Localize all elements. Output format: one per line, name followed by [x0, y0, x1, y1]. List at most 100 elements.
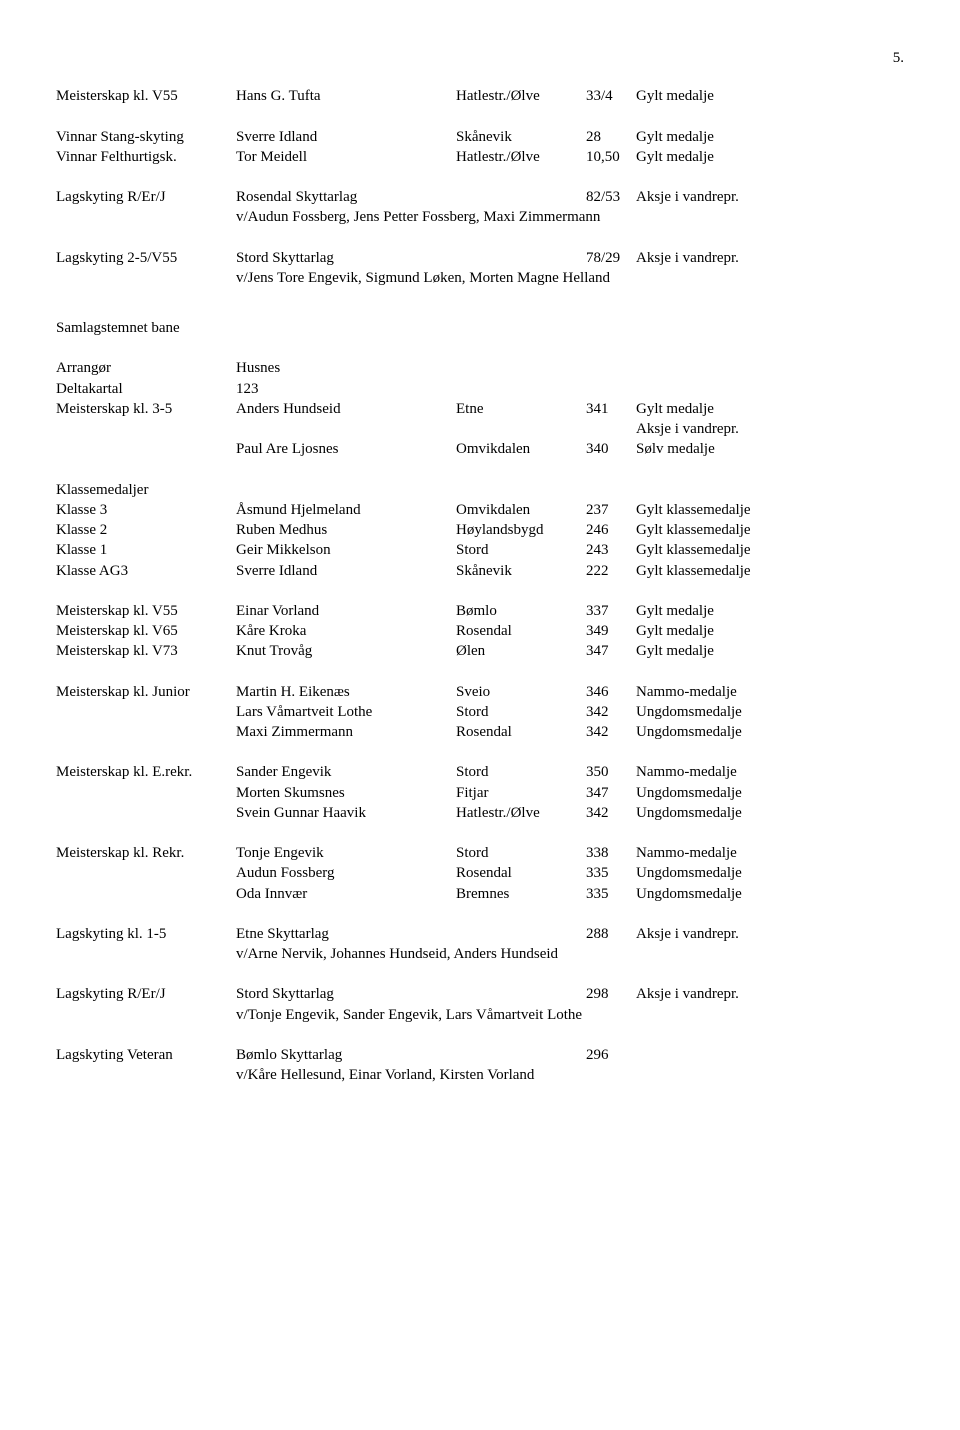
row-label: Vinnar Stang-skyting — [56, 127, 236, 147]
team-members: v/Audun Fossberg, Jens Petter Fossberg, … — [56, 207, 904, 227]
row-score: 298 — [586, 984, 636, 1004]
row-name: Tor Meidell — [236, 147, 456, 167]
row-score: 340 — [586, 439, 636, 459]
row-loc — [456, 924, 586, 944]
row-loc: Stord — [456, 702, 586, 722]
row-loc: Hatlestr./Ølve — [456, 147, 586, 167]
result-row: Maxi ZimmermannRosendal342Ungdomsmedalje — [56, 722, 904, 742]
row-loc: Rosendal — [456, 722, 586, 742]
deltakartal-row: Deltakartal 123 — [56, 379, 904, 399]
team-members: v/Jens Tore Engevik, Sigmund Løken, Mort… — [56, 268, 904, 288]
result-row: Meisterskap kl. Rekr.Tonje EngevikStord3… — [56, 843, 904, 863]
team-row: Lagskyting R/Er/J Stord Skyttarlag 298 A… — [56, 984, 904, 1004]
row-award: Gylt medalje — [636, 621, 904, 641]
row-label: Lagskyting R/Er/J — [56, 187, 236, 207]
row-name: Morten Skumsnes — [236, 783, 456, 803]
row-award: Gylt medalje — [636, 641, 904, 661]
row-loc: Stord — [456, 540, 586, 560]
row-label: Vinnar Felthurtigsk. — [56, 147, 236, 167]
row-name: Audun Fossberg — [236, 863, 456, 883]
row-award: Gylt klassemedalje — [636, 561, 904, 581]
row-score: 338 — [586, 843, 636, 863]
result-row: Aksje i vandrepr. — [56, 419, 904, 439]
row-loc: Stord — [456, 843, 586, 863]
team-row: Lagskyting kl. 1-5 Etne Skyttarlag 288 A… — [56, 924, 904, 944]
row-label: Lagskyting R/Er/J — [56, 984, 236, 1004]
row-name: Rosendal Skyttarlag — [236, 187, 456, 207]
result-row: Audun FossbergRosendal335Ungdomsmedalje — [56, 863, 904, 883]
result-row: Klasse 2Ruben MedhusHøylandsbygd246Gylt … — [56, 520, 904, 540]
row-label — [56, 722, 236, 742]
row-label: Meisterskap kl. V73 — [56, 641, 236, 661]
row-name: Etne Skyttarlag — [236, 924, 456, 944]
row-award: Nammo-medalje — [636, 762, 904, 782]
row-award: Nammo-medalje — [636, 843, 904, 863]
result-row: Meisterskap kl. V73Knut TrovågØlen347Gyl… — [56, 641, 904, 661]
result-row: Meisterskap kl. E.rekr.Sander EngevikSto… — [56, 762, 904, 782]
row-score: 335 — [586, 884, 636, 904]
row-score: 349 — [586, 621, 636, 641]
row-name: Svein Gunnar Haavik — [236, 803, 456, 823]
row-label — [56, 863, 236, 883]
row-award: Aksje i vandrepr. — [636, 924, 904, 944]
row-label: Lagskyting 2-5/V55 — [56, 248, 236, 268]
row-loc — [456, 984, 586, 1004]
row-name: Paul Are Ljosnes — [236, 439, 456, 459]
row-score: 346 — [586, 682, 636, 702]
team-members: v/Arne Nervik, Johannes Hundseid, Anders… — [56, 944, 904, 964]
row-label: Meisterskap kl. 3-5 — [56, 399, 236, 419]
row-score: 335 — [586, 863, 636, 883]
row-score: 350 — [586, 762, 636, 782]
team-row: Lagskyting R/Er/J Rosendal Skyttarlag 82… — [56, 187, 904, 207]
row-award: Ungdomsmedalje — [636, 803, 904, 823]
team-row: Lagskyting Veteran Bømlo Skyttarlag 296 — [56, 1045, 904, 1065]
row-loc: Rosendal — [456, 621, 586, 641]
row-award: Gylt klassemedalje — [636, 520, 904, 540]
row-award: Gylt medalje — [636, 399, 904, 419]
row-score: 342 — [586, 803, 636, 823]
row-score: 347 — [586, 641, 636, 661]
result-row: Paul Are Ljosnes Omvikdalen 340 Sølv med… — [56, 439, 904, 459]
row-label: Arrangør — [56, 358, 236, 378]
row-name: Hans G. Tufta — [236, 86, 456, 106]
row-label: Meisterskap kl. V65 — [56, 621, 236, 641]
row-score: 288 — [586, 924, 636, 944]
row-loc: Skånevik — [456, 561, 586, 581]
row-label: Meisterskap kl. Junior — [56, 682, 236, 702]
row-name: Stord Skyttarlag — [236, 984, 456, 1004]
team-members: v/Kåre Hellesund, Einar Vorland, Kirsten… — [56, 1065, 904, 1085]
row-score: 78/29 — [586, 248, 636, 268]
row-award: Gylt medalje — [636, 601, 904, 621]
result-row: Oda InnværBremnes335Ungdomsmedalje — [56, 884, 904, 904]
row-loc: Fitjar — [456, 783, 586, 803]
row-loc: Omvikdalen — [456, 439, 586, 459]
row-name: Anders Hundseid — [236, 399, 456, 419]
arrangor-row: Arrangør Husnes — [56, 358, 904, 378]
row-label — [56, 783, 236, 803]
row-name: Lars Våmartveit Lothe — [236, 702, 456, 722]
row-label — [56, 803, 236, 823]
row-name: Geir Mikkelson — [236, 540, 456, 560]
row-label: Deltakartal — [56, 379, 236, 399]
row-loc — [456, 419, 586, 439]
result-row: Meisterskap kl. V55 Hans G. Tufta Hatles… — [56, 86, 904, 106]
row-loc: Bømlo — [456, 601, 586, 621]
row-label — [56, 419, 236, 439]
row-award: Gylt medalje — [636, 127, 904, 147]
row-award: Ungdomsmedalje — [636, 722, 904, 742]
row-score: 246 — [586, 520, 636, 540]
row-name: Knut Trovåg — [236, 641, 456, 661]
section-title: Samlagstemnet bane — [56, 318, 904, 338]
row-loc — [456, 187, 586, 207]
row-score: 347 — [586, 783, 636, 803]
row-award — [636, 1045, 904, 1065]
row-score: 342 — [586, 722, 636, 742]
row-name: Ruben Medhus — [236, 520, 456, 540]
row-label: Klasse AG3 — [56, 561, 236, 581]
row-loc: Sveio — [456, 682, 586, 702]
row-score: 337 — [586, 601, 636, 621]
row-name: Sander Engevik — [236, 762, 456, 782]
row-label: Klasse 3 — [56, 500, 236, 520]
team-members: v/Tonje Engevik, Sander Engevik, Lars Vå… — [56, 1005, 904, 1025]
result-row: Svein Gunnar HaavikHatlestr./Ølve342Ungd… — [56, 803, 904, 823]
